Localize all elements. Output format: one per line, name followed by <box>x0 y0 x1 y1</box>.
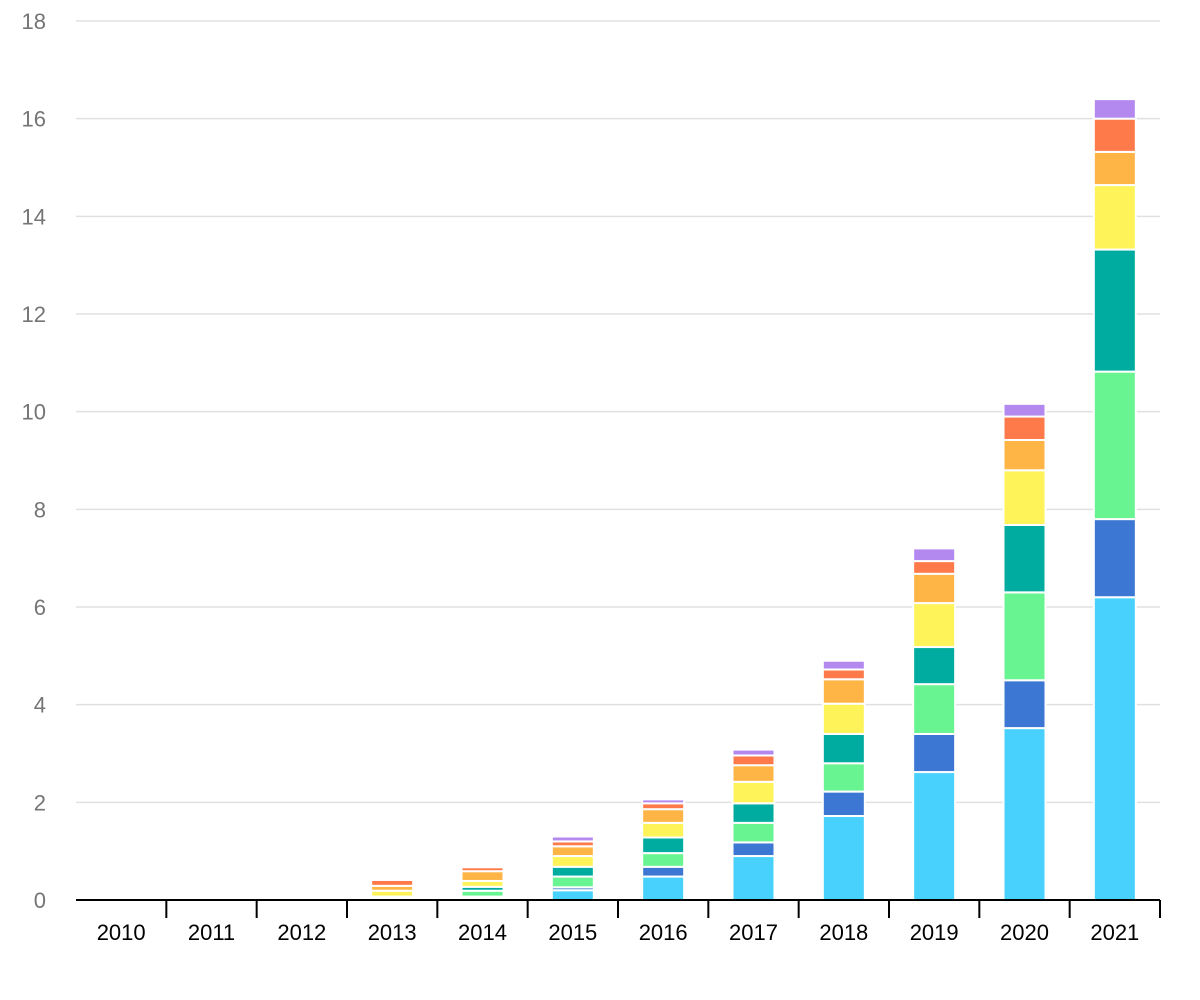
x-tick-label: 2013 <box>368 920 417 945</box>
bar-segment-2018-4 <box>821 732 866 765</box>
bar-segment-2020-2 <box>1002 679 1047 730</box>
bar-segment-2013-7 <box>370 878 415 887</box>
bar-segment-2018-2 <box>821 790 866 818</box>
bar-stack-2020 <box>1002 402 1047 902</box>
bar-stack-2014 <box>460 866 505 902</box>
bar-segment-2017-2 <box>731 841 776 858</box>
x-tick-label: 2021 <box>1090 920 1139 945</box>
bars <box>370 98 1137 902</box>
x-tick-label: 2019 <box>910 920 959 945</box>
bar-segment-2015-5 <box>550 855 595 868</box>
y-tick-label: 12 <box>22 302 46 327</box>
bar-segment-2014-7 <box>460 866 505 873</box>
bar-segment-2021-4 <box>1092 248 1137 373</box>
bar-segment-2018-1 <box>821 815 866 901</box>
y-tick-label: 6 <box>34 595 46 620</box>
bar-stack-2019 <box>912 547 957 901</box>
bar-segment-2021-6 <box>1092 150 1137 187</box>
bar-segment-2021-1 <box>1092 596 1137 901</box>
bar-segment-2016-1 <box>641 875 686 901</box>
bar-segment-2019-2 <box>912 732 957 774</box>
x-tick-label: 2011 <box>188 920 235 945</box>
y-tick-label: 2 <box>34 790 46 815</box>
x-tick-label: 2020 <box>1000 920 1049 945</box>
bar-segment-2017-8 <box>731 748 776 757</box>
bar-segment-2015-8 <box>550 835 595 843</box>
bar-segment-2016-4 <box>641 836 686 855</box>
y-tick-label: 14 <box>22 204 46 229</box>
bar-segment-2020-4 <box>1002 523 1047 594</box>
bar-stack-2021 <box>1092 98 1137 901</box>
bar-segment-2019-1 <box>912 771 957 901</box>
y-tick-label: 18 <box>22 9 46 34</box>
bar-segment-2020-5 <box>1002 469 1047 526</box>
bar-segment-2020-1 <box>1002 727 1047 902</box>
bar-segment-2017-4 <box>731 802 776 824</box>
bar-segment-2017-1 <box>731 855 776 901</box>
bar-segment-2018-3 <box>821 762 866 793</box>
bar-segment-2017-6 <box>731 764 776 783</box>
bar-segment-2015-4 <box>550 865 595 878</box>
bar-segment-2016-6 <box>641 808 686 824</box>
y-tick-label: 16 <box>22 107 46 132</box>
y-tick-label: 4 <box>34 693 46 718</box>
bar-segment-2015-6 <box>550 845 595 858</box>
bar-segment-2018-5 <box>821 702 866 735</box>
bar-segment-2017-7 <box>731 754 776 767</box>
bar-segment-2019-8 <box>912 547 957 563</box>
bar-segment-2017-5 <box>731 780 776 805</box>
x-axis-tick-labels: 2010 2011 2012 2013 2014 2015 2016 2017 2018 2019… <box>97 920 1140 945</box>
x-axis <box>76 899 1161 918</box>
bar-segment-2021-5 <box>1092 184 1137 251</box>
bar-segment-2020-3 <box>1002 591 1047 682</box>
bar-segment-2016-2 <box>641 865 686 878</box>
bar-segment-2020-7 <box>1002 415 1047 441</box>
x-tick-label: 2012 <box>277 920 326 945</box>
bar-segment-2019-7 <box>912 560 957 575</box>
x-tick-label: 2017 <box>729 920 778 945</box>
bar-stack-2017 <box>731 748 776 901</box>
x-tick-label: 2016 <box>639 920 688 945</box>
y-axis-tick-labels: 0 2 4 6 8 10 12 14 16 18 <box>22 9 46 913</box>
bar-segment-2021-8 <box>1092 98 1137 120</box>
bar-segment-2019-5 <box>912 602 957 649</box>
x-tick-label: 2014 <box>458 920 507 945</box>
bar-segment-2019-3 <box>912 683 957 735</box>
y-tick-label: 0 <box>34 888 46 913</box>
bar-segment-2016-5 <box>641 821 686 839</box>
bar-segment-2021-2 <box>1092 518 1137 599</box>
bar-segment-2014-6 <box>460 870 505 882</box>
bar-segment-2020-6 <box>1002 438 1047 472</box>
x-tick-label: 2015 <box>548 920 597 945</box>
bar-segment-2021-7 <box>1092 117 1137 153</box>
bar-segment-2015-1 <box>550 889 595 902</box>
y-tick-label: 8 <box>34 497 46 522</box>
bar-segment-2019-6 <box>912 572 957 605</box>
bar-segment-2018-6 <box>821 678 866 705</box>
bar-stack-2016 <box>641 798 686 901</box>
y-tick-label: 10 <box>22 400 46 425</box>
bar-segment-2016-3 <box>641 852 686 868</box>
bar-segment-2019-4 <box>912 646 957 686</box>
gridlines <box>76 20 1160 804</box>
bar-segment-2020-8 <box>1002 402 1047 418</box>
bar-stack-2015 <box>550 835 595 902</box>
bar-segment-2015-3 <box>550 875 595 889</box>
x-tick-label: 2018 <box>819 920 868 945</box>
bar-segment-2018-7 <box>821 668 866 681</box>
bar-segment-2021-3 <box>1092 370 1137 521</box>
bar-segment-2017-3 <box>731 821 776 844</box>
bar-segment-2018-8 <box>821 659 866 671</box>
bar-stack-2013 <box>370 878 415 901</box>
x-tick-label: 2010 <box>97 920 146 945</box>
bar-stack-2018 <box>821 659 866 901</box>
bar-segment-2016-8 <box>641 798 686 805</box>
